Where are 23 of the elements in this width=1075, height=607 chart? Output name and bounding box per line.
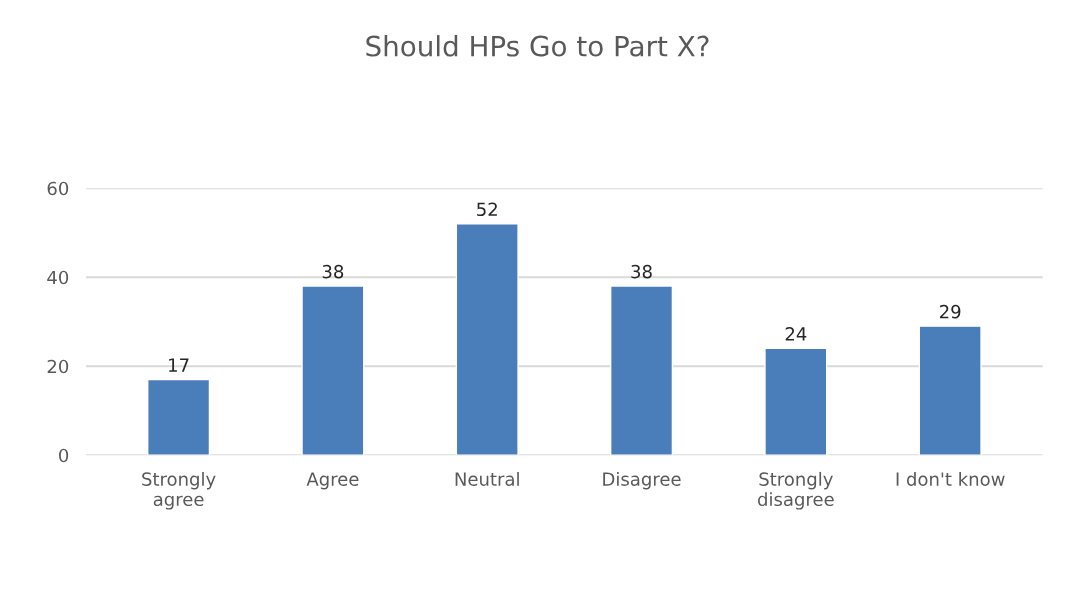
data-label: 38 [322, 264, 344, 279]
data-label: 24 [785, 327, 807, 341]
y-tick-label: 40 [47, 270, 69, 285]
data-label: 17 [169, 358, 189, 372]
x-tick-label: Strongly agree [142, 471, 216, 510]
bar [301, 285, 365, 456]
y-tick-label: 20 [47, 359, 69, 374]
x-tick-label: I don't know [896, 471, 1005, 486]
bar [455, 223, 519, 456]
bar [147, 378, 211, 456]
data-label: 29 [940, 304, 961, 319]
y-tick-label: 0 [59, 448, 69, 463]
x-tick-label: Disagree [603, 471, 681, 490]
data-label: 38 [631, 264, 652, 279]
bar [609, 285, 674, 456]
data-label: 52 [477, 202, 497, 217]
y-tick-label: 60 [47, 181, 69, 196]
x-tick-label: Strongly disagree [758, 471, 834, 510]
x-tick-label: Neutral [455, 471, 519, 486]
chart-title: Should HPs Go to Part X? [366, 35, 709, 57]
bar [918, 325, 982, 456]
x-tick-label: Agree [306, 472, 359, 490]
bar [764, 347, 828, 456]
